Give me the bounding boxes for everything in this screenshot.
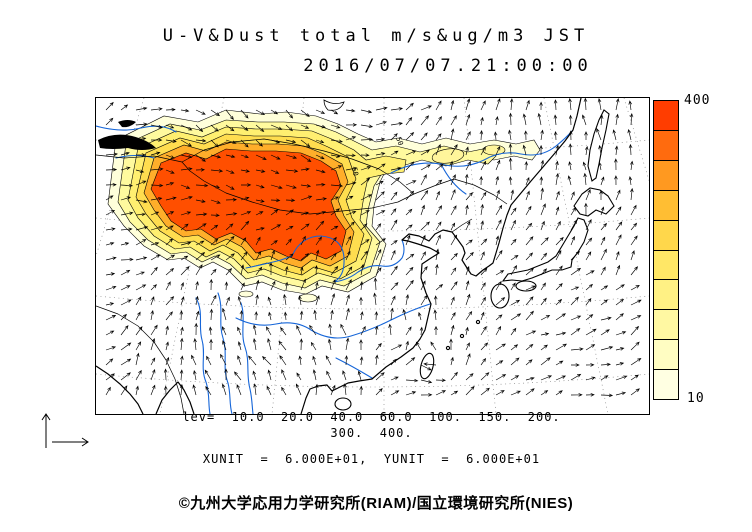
figure-datetime: 2016/07/07.21:00:00 [303,56,593,76]
colorbar-segment [654,369,678,400]
contour-levels-line-1: lev= 10.0 20.0 40.0 60.0 100. 150. 200. [182,410,561,424]
map-canvas: 50 50 [96,98,649,414]
coastlines [96,98,615,414]
colorbar-max-label: 400 [684,93,711,108]
xunit-yunit-line: XUNIT = 6.000E+01, YUNIT = 6.000E+01 [202,452,541,466]
wind-vectors [105,98,642,398]
copyright-line: ©九州大学応用力学研究所(RIAM)/国立環境研究所(NIES) [178,495,574,512]
colorbar-min-label: 10 [687,391,705,406]
colorbar-segment [654,129,678,160]
contour-value-label-2: 50 [394,136,404,147]
contour-levels-line-2: 300. 400. [330,426,413,440]
colorbar-segment [654,279,678,310]
contour-value-label: 50 [350,167,360,177]
colorbar-segment [654,159,678,190]
colorbar-segment [654,189,678,220]
map-plot: 50 50 [95,97,650,415]
colorbar-segment [654,249,678,280]
colorbar [653,100,679,400]
figure-title: U-V&Dust total m/s&ug/m3 JST [162,26,590,46]
colorbar-segment [654,219,678,250]
colorbar-segment [654,101,678,130]
colorbar-segment [654,309,678,340]
unit-vector-key [41,413,89,448]
country-borders [96,138,508,414]
colorbar-segment [654,339,678,370]
